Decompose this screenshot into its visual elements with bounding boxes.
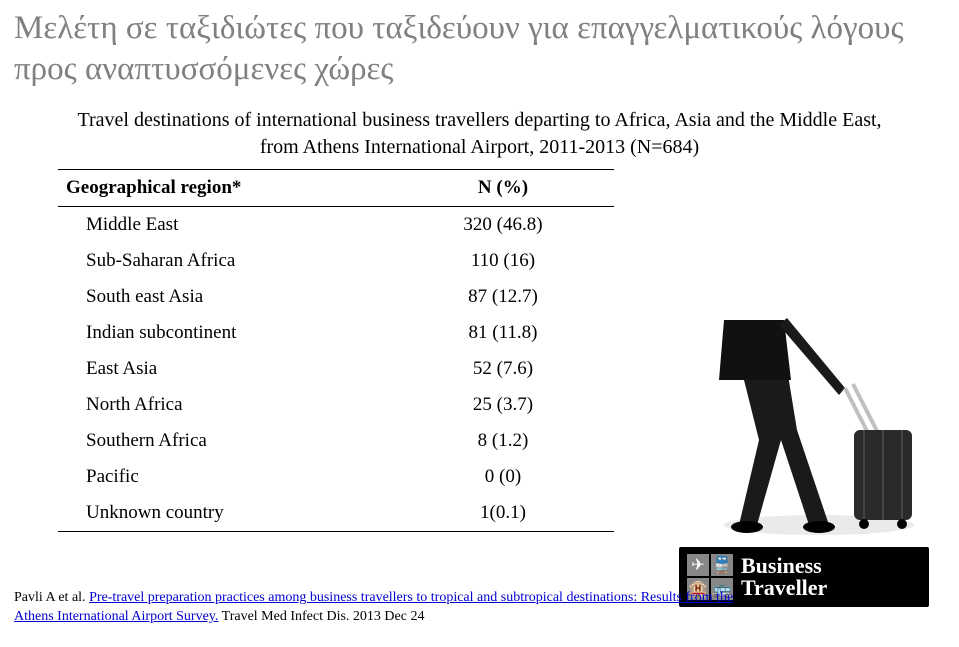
region-cell: Pacific	[58, 459, 392, 495]
table-header-row: Geographical region* N (%)	[58, 170, 614, 206]
region-cell: Middle East	[58, 207, 392, 243]
value-cell: 52 (7.6)	[392, 351, 614, 387]
logo-text-line2: Traveller	[741, 577, 827, 599]
table-header-value: N (%)	[392, 170, 614, 206]
citation-footer: Pavli A et al. Pre-travel preparation pr…	[14, 589, 744, 627]
region-cell: Southern Africa	[58, 423, 392, 459]
table-row: Middle East320 (46.8)	[58, 207, 614, 243]
subtitle-line: Travel destinations of international bus…	[58, 107, 902, 161]
region-cell: Indian subcontinent	[58, 315, 392, 351]
citation-journal: Travel Med Infect Dis. 2013 Dec 24	[218, 609, 424, 624]
value-cell: 110 (16)	[392, 243, 614, 279]
table-row: North Africa25 (3.7)	[58, 387, 614, 423]
value-cell: 0 (0)	[392, 459, 614, 495]
value-cell: 81 (11.8)	[392, 315, 614, 351]
page-title: Μελέτη σε ταξιδιώτες που ταξιδεύουν για …	[0, 0, 959, 95]
region-cell: Unknown country	[58, 495, 392, 531]
region-cell: South east Asia	[58, 279, 392, 315]
table-row: Unknown country1(0.1)	[58, 495, 614, 531]
table-row: East Asia52 (7.6)	[58, 351, 614, 387]
train-icon: 🚆	[711, 554, 733, 576]
region-cell: East Asia	[58, 351, 392, 387]
value-cell: 25 (3.7)	[392, 387, 614, 423]
table-row: Sub-Saharan Africa110 (16)	[58, 243, 614, 279]
businessman-illustration	[669, 280, 929, 540]
region-cell: North Africa	[58, 387, 392, 423]
region-table: Geographical region* N (%) Middle East32…	[58, 169, 614, 532]
citation-authors: Pavli A et al.	[14, 590, 89, 605]
region-cell: Sub-Saharan Africa	[58, 243, 392, 279]
value-cell: 1(0.1)	[392, 495, 614, 531]
value-cell: 87 (12.7)	[392, 279, 614, 315]
value-cell: 8 (1.2)	[392, 423, 614, 459]
value-cell: 320 (46.8)	[392, 207, 614, 243]
table-row: Pacific0 (0)	[58, 459, 614, 495]
table-caption: Travel destinations of international bus…	[58, 107, 902, 161]
plane-icon: ✈	[687, 554, 709, 576]
table-row: Southern Africa8 (1.2)	[58, 423, 614, 459]
table-row: Indian subcontinent81 (11.8)	[58, 315, 614, 351]
logo-text-line1: Business	[741, 555, 827, 577]
table-row: South east Asia87 (12.7)	[58, 279, 614, 315]
table-header-region: Geographical region*	[58, 170, 392, 206]
